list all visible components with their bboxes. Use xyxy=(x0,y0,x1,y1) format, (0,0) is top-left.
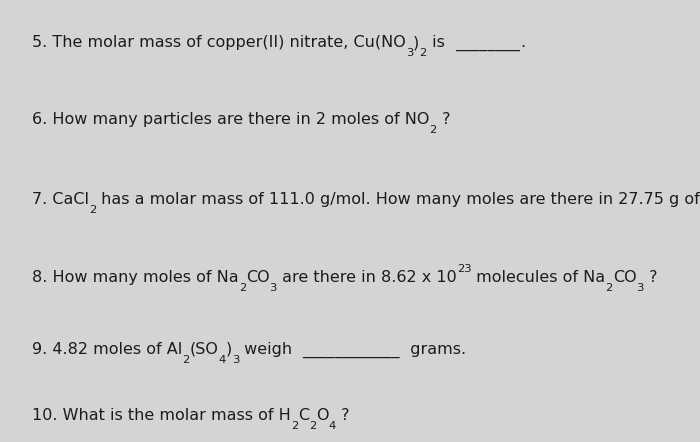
Text: 5. The molar mass of copper(II) nitrate, Cu(NO: 5. The molar mass of copper(II) nitrate,… xyxy=(32,35,406,50)
Text: ?: ? xyxy=(643,270,657,285)
Text: 2: 2 xyxy=(89,205,96,215)
Text: ____________: ____________ xyxy=(302,343,400,358)
Text: CO: CO xyxy=(612,270,636,285)
Text: 23: 23 xyxy=(456,264,471,274)
Text: 2: 2 xyxy=(606,283,612,293)
Text: ): ) xyxy=(225,342,232,357)
Text: 3: 3 xyxy=(270,283,277,293)
Text: 6. How many particles are there in 2 moles of NO: 6. How many particles are there in 2 mol… xyxy=(32,112,429,127)
Text: 2: 2 xyxy=(290,421,298,431)
Text: 3: 3 xyxy=(232,355,239,365)
Text: CO: CO xyxy=(246,270,270,285)
Text: grams.: grams. xyxy=(400,342,466,357)
Text: 4: 4 xyxy=(329,421,336,431)
Text: .: . xyxy=(519,35,525,50)
Text: 9. 4.82 moles of Al: 9. 4.82 moles of Al xyxy=(32,342,182,357)
Text: 2: 2 xyxy=(309,421,316,431)
Text: are there in 8.62 x 10: are there in 8.62 x 10 xyxy=(277,270,456,285)
Text: 10. What is the molar mass of H: 10. What is the molar mass of H xyxy=(32,408,290,423)
Text: 2: 2 xyxy=(429,125,437,135)
Text: 3: 3 xyxy=(406,48,413,58)
Text: O: O xyxy=(316,408,329,423)
Text: molecules of Na: molecules of Na xyxy=(471,270,606,285)
Text: weigh: weigh xyxy=(239,342,302,357)
Text: ): ) xyxy=(413,35,419,50)
Text: 7. CaCl: 7. CaCl xyxy=(32,192,89,207)
Text: C: C xyxy=(298,408,309,423)
Text: ?: ? xyxy=(336,408,349,423)
Text: 8. How many moles of Na: 8. How many moles of Na xyxy=(32,270,239,285)
Text: has a molar mass of 111.0 g/mol. How many moles are there in 27.75 g of CaCl: has a molar mass of 111.0 g/mol. How man… xyxy=(96,192,700,207)
Text: 2: 2 xyxy=(182,355,190,365)
Text: is: is xyxy=(426,35,455,50)
Text: (SO: (SO xyxy=(190,342,218,357)
Text: ________: ________ xyxy=(455,36,519,51)
Text: 4: 4 xyxy=(218,355,225,365)
Text: 2: 2 xyxy=(239,283,246,293)
Text: ?: ? xyxy=(437,112,450,127)
Text: 3: 3 xyxy=(636,283,643,293)
Text: 2: 2 xyxy=(419,48,426,58)
